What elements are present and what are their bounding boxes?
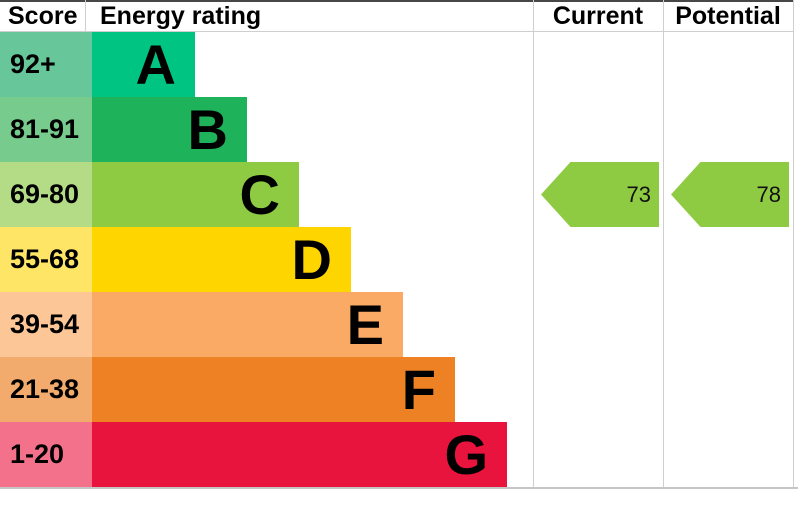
score-range-cell: 55-68 [0,227,92,292]
band-row: 55-68 D [0,227,533,292]
bottom-border-line [0,487,798,489]
potential-rating-arrow-icon: 78 [671,162,789,227]
band-row: 39-54 E [0,292,533,357]
header-rating-label: Energy rating [100,2,262,30]
score-range-cell: 21-38 [0,357,92,422]
grid-line-potential-left [663,0,664,488]
potential-rating-value: 78 [756,181,781,207]
header-score-label: Score [8,2,78,30]
band-row: 69-80 C [0,162,533,227]
score-range-cell: 1-20 [0,422,92,487]
rating-bar-d: D [92,227,351,292]
rating-bar-b: B [92,97,247,162]
grid-line-potential-right [793,0,794,488]
current-rating-arrow-icon: 73 [541,162,659,227]
header-current-label: Current [552,2,644,30]
band-list: 92+ A 81-91 B 69-80 C 55-68 D 39-54 E 21… [0,32,533,487]
rating-bar-a: A [92,32,195,97]
score-range-cell: 39-54 [0,292,92,357]
header-divider-line [0,31,794,32]
rating-bar-g: G [92,422,507,487]
grid-line-current-left [533,0,534,488]
score-range-cell: 69-80 [0,162,92,227]
grid-line-score [85,0,86,32]
rating-bar-e: E [92,292,403,357]
top-border-line [0,0,794,2]
band-row: 81-91 B [0,97,533,162]
score-range-cell: 81-91 [0,97,92,162]
rating-bar-c: C [92,162,299,227]
rating-bar-f: F [92,357,455,422]
band-row: 21-38 F [0,357,533,422]
header-potential-label: Potential [675,2,781,30]
band-row: 92+ A [0,32,533,97]
score-range-cell: 92+ [0,32,92,97]
band-row: 1-20 G [0,422,533,487]
current-rating-value: 73 [626,181,651,207]
